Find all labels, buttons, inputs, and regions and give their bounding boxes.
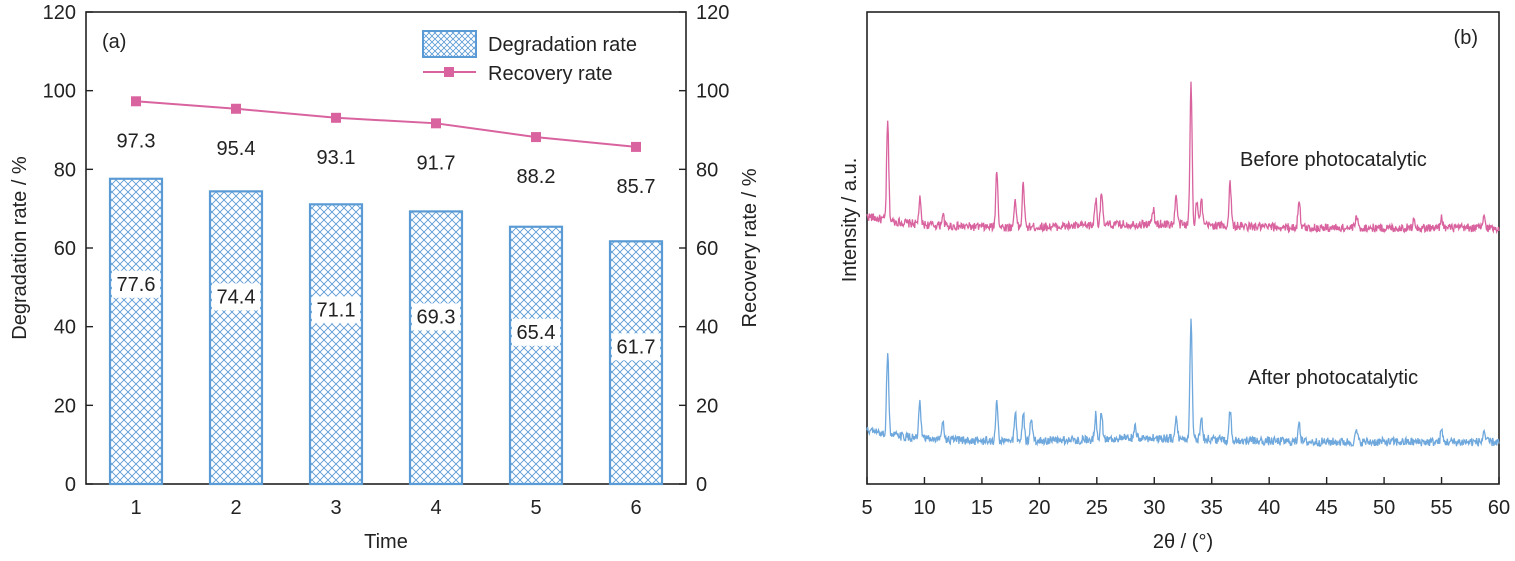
x-tick-label: 6 <box>630 497 641 519</box>
right-y-tick-label: 0 <box>696 474 707 496</box>
recovery-marker <box>131 96 141 107</box>
xrd-x-tick-label: 20 <box>1028 497 1050 519</box>
xrd-x-tick-label: 45 <box>1316 497 1338 519</box>
x-axis-title: Time <box>364 531 408 553</box>
legend-swatch-bar <box>422 30 477 58</box>
panel-a-label: (a) <box>102 31 126 53</box>
degradation-bar <box>408 210 464 486</box>
xrd-y-axis-title: Intensity / a.u. <box>839 158 861 283</box>
right-y-axis-title: Recovery rate / % <box>739 168 761 327</box>
x-tick-label: 2 <box>230 497 241 519</box>
xrd-x-tick-label: 25 <box>1086 497 1108 519</box>
bar-value-label: 77.6 <box>117 274 156 296</box>
bar-label-bg <box>212 283 260 311</box>
line-value-label: 95.4 <box>217 138 256 160</box>
series-label-after: After photocatalytic <box>1248 367 1418 389</box>
right-y-tick-label: 60 <box>696 238 718 260</box>
x-tick-label: 4 <box>430 497 441 519</box>
xrd-x-tick-label: 35 <box>1201 497 1223 519</box>
xrd-x-tick-label: 60 <box>1488 497 1510 519</box>
left-y-tick-label: 0 <box>65 474 76 496</box>
line-value-label: 88.2 <box>517 166 556 188</box>
xrd-x-tick-label: 50 <box>1373 497 1395 519</box>
line-value-label: 93.1 <box>317 147 356 169</box>
bar-value-label: 65.4 <box>517 322 556 344</box>
xrd-x-tick-label: 15 <box>971 497 993 519</box>
right-y-tick-label: 40 <box>696 317 718 339</box>
xrd-x-tick-label: 55 <box>1430 497 1452 519</box>
recovery-marker <box>631 141 641 152</box>
bar-value-label: 61.7 <box>617 336 656 358</box>
left-y-axis: 0 20 40 60 80 100 120 <box>43 2 93 496</box>
legend-label-recovery: Recovery rate <box>488 63 613 85</box>
left-y-tick-label: 40 <box>54 317 76 339</box>
bar-value-label: 69.3 <box>417 306 456 328</box>
bar-label-bg <box>312 296 360 324</box>
right-y-tick-label: 120 <box>696 2 729 24</box>
degradation-bar <box>108 177 164 486</box>
xrd-trace <box>866 318 1500 448</box>
right-y-tick-label: 20 <box>696 395 718 417</box>
xrd-traces <box>866 81 1500 448</box>
left-y-tick-label: 60 <box>54 238 76 260</box>
bar-value-label: 74.4 <box>217 286 256 308</box>
legend: Degradation rate Recovery rate <box>422 30 637 85</box>
recovery-line-group <box>131 96 641 152</box>
left-y-tick-label: 80 <box>54 159 76 181</box>
recovery-marker <box>431 118 441 129</box>
right-y-axis: 0 20 40 60 80 100 120 <box>679 2 729 496</box>
line-value-label: 85.7 <box>617 176 656 198</box>
bar-label-bg <box>512 318 560 346</box>
bar-value-label: 71.1 <box>317 299 356 321</box>
bar-label-bg <box>412 303 460 331</box>
panel-b: 5 10 15 20 25 30 35 40 45 50 55 60 (b) Before photo… <box>839 11 1510 553</box>
bar-label-bg <box>112 270 160 298</box>
xrd-x-tick-label: 5 <box>861 497 872 519</box>
degradation-bar <box>308 203 364 486</box>
bars-group <box>108 177 664 486</box>
recovery-marker <box>531 132 541 143</box>
legend-swatch-marker <box>444 67 454 77</box>
legend-label-degradation: Degradation rate <box>488 34 637 56</box>
xrd-x-axis-title: 2θ / (°) <box>1153 531 1213 553</box>
degradation-bar <box>508 225 564 486</box>
right-y-tick-label: 100 <box>696 81 729 103</box>
xrd-trace <box>866 81 1500 235</box>
degradation-bar <box>608 240 664 486</box>
series-label-before: Before photocatalytic <box>1240 149 1427 171</box>
panel-a: 0 20 40 60 80 100 120 0 20 40 60 80 100 120 1 2 3 4 5 6 7… <box>9 2 761 553</box>
left-y-axis-title: Degradation rate / % <box>9 156 31 340</box>
recovery-marker <box>331 112 341 123</box>
panel-b-label: (b) <box>1454 27 1478 49</box>
panel-b-frame <box>866 11 1500 485</box>
x-tick-label: 5 <box>530 497 541 519</box>
bar-label-bg <box>612 333 660 361</box>
line-value-label: 97.3 <box>117 130 156 152</box>
xrd-x-axis: 5 10 15 20 25 30 35 40 45 50 55 60 <box>861 477 1510 519</box>
x-tick-label: 1 <box>130 497 141 519</box>
left-y-tick-label: 20 <box>54 395 76 417</box>
line-value-label: 91.7 <box>417 152 456 174</box>
degradation-bar <box>208 190 264 486</box>
xrd-x-tick-label: 30 <box>1143 497 1165 519</box>
left-y-tick-label: 100 <box>43 81 76 103</box>
recovery-line <box>135 100 637 148</box>
right-y-tick-label: 80 <box>696 159 718 181</box>
recovery-marker <box>231 103 241 114</box>
x-tick-label: 3 <box>330 497 341 519</box>
xrd-x-tick-label: 40 <box>1258 497 1280 519</box>
left-y-tick-label: 120 <box>43 2 76 24</box>
value-labels-group: 77.6 74.4 71.1 69.3 65.4 61.7 97.3 95.4 93.1 91.7… <box>112 130 660 361</box>
xrd-x-tick-label: 10 <box>913 497 935 519</box>
